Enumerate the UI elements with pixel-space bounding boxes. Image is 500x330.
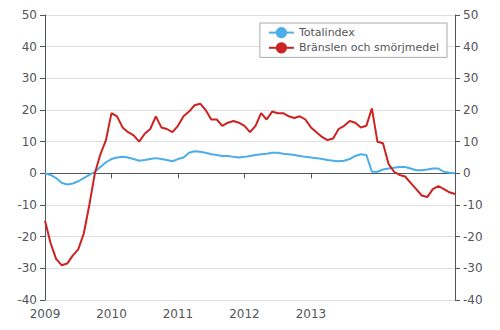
svg-text:10: 10 bbox=[463, 135, 478, 149]
svg-text:40: 40 bbox=[463, 40, 478, 54]
svg-text:-40: -40 bbox=[463, 293, 483, 307]
svg-text:-20: -20 bbox=[463, 230, 483, 244]
svg-text:2010: 2010 bbox=[96, 307, 127, 321]
svg-text:-10: -10 bbox=[463, 198, 483, 212]
svg-text:Bränslen och smörjmedel: Bränslen och smörjmedel bbox=[299, 41, 439, 54]
svg-text:50: 50 bbox=[463, 8, 478, 22]
svg-text:2012: 2012 bbox=[229, 307, 260, 321]
svg-text:Totalindex: Totalindex bbox=[298, 26, 355, 39]
svg-text:2013: 2013 bbox=[296, 307, 327, 321]
svg-text:-30: -30 bbox=[17, 261, 37, 275]
svg-text:20: 20 bbox=[22, 103, 37, 117]
svg-text:2009: 2009 bbox=[30, 307, 61, 321]
svg-text:0: 0 bbox=[29, 166, 37, 180]
svg-text:30: 30 bbox=[22, 71, 37, 85]
svg-text:50: 50 bbox=[22, 8, 37, 22]
svg-text:0: 0 bbox=[463, 166, 471, 180]
svg-text:-20: -20 bbox=[17, 230, 37, 244]
svg-text:10: 10 bbox=[22, 135, 37, 149]
svg-text:20: 20 bbox=[463, 103, 478, 117]
svg-text:30: 30 bbox=[463, 71, 478, 85]
svg-text:2011: 2011 bbox=[163, 307, 194, 321]
svg-text:-30: -30 bbox=[463, 261, 483, 275]
svg-text:-40: -40 bbox=[17, 293, 37, 307]
svg-text:-10: -10 bbox=[17, 198, 37, 212]
svg-text:40: 40 bbox=[22, 40, 37, 54]
